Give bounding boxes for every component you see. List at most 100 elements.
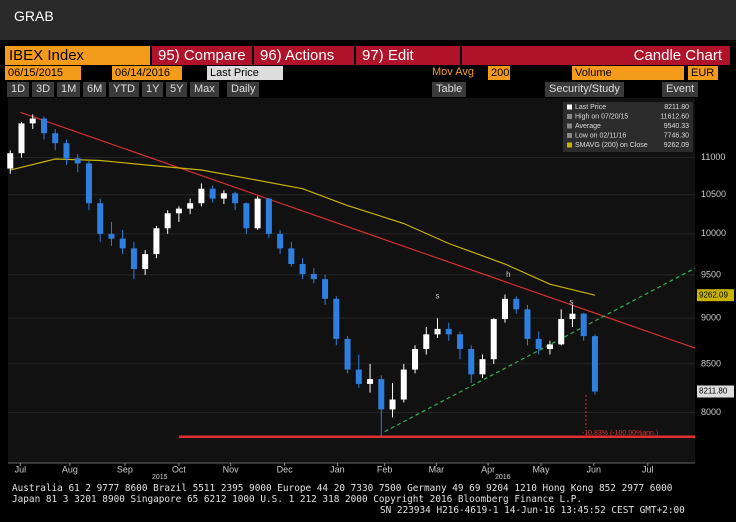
candle-body bbox=[479, 359, 486, 375]
footer-line: Japan 81 3 3201 8900 Singapore 65 6212 1… bbox=[12, 494, 583, 505]
candle-body bbox=[29, 118, 36, 124]
y-tick-label: 9500 bbox=[701, 269, 721, 279]
candle-body bbox=[591, 336, 598, 392]
period-button[interactable]: YTD bbox=[109, 82, 139, 97]
candle-body bbox=[445, 328, 452, 335]
footer-line: SN 223934 H216-4619-1 14-Jun-16 13:45:52… bbox=[380, 505, 685, 516]
event-button[interactable]: Event bbox=[662, 82, 699, 97]
candle-body bbox=[40, 118, 47, 134]
legend-label: SMAVG (200) on Close bbox=[575, 142, 648, 149]
field-select[interactable]: Last Price bbox=[207, 66, 283, 80]
candle-body bbox=[85, 163, 92, 204]
candle-body bbox=[367, 379, 374, 384]
candle-body bbox=[355, 369, 362, 384]
candle-body bbox=[142, 254, 149, 270]
candle-body bbox=[378, 379, 385, 410]
period-button[interactable]: Max bbox=[190, 82, 219, 97]
legend-value: 9262.09 bbox=[664, 142, 689, 149]
legend-box bbox=[563, 102, 693, 152]
period-button[interactable]: 6M bbox=[83, 82, 107, 97]
candle-body bbox=[299, 264, 306, 275]
compare-button[interactable]: 95) Compare bbox=[152, 46, 252, 65]
x-tick-label: Jul bbox=[15, 464, 27, 474]
x-tick-label: Sep bbox=[117, 464, 133, 474]
candle-body bbox=[243, 203, 250, 229]
edit-button[interactable]: 97) Edit bbox=[356, 46, 460, 65]
period-button[interactable]: 1D bbox=[7, 82, 30, 97]
currency[interactable]: EUR bbox=[688, 66, 718, 80]
period-button[interactable]: 3D bbox=[32, 82, 55, 97]
window-title: GRAB bbox=[14, 8, 54, 24]
candle-body bbox=[288, 248, 295, 265]
x-tick-label: Nov bbox=[223, 464, 240, 474]
candle-body bbox=[501, 298, 508, 320]
pattern-label: s bbox=[436, 291, 440, 300]
candle-body bbox=[209, 188, 216, 199]
pattern-label: s bbox=[569, 297, 573, 306]
legend-label: High on 07/20/15 bbox=[575, 113, 628, 120]
candle-body bbox=[175, 208, 182, 214]
candle-body bbox=[130, 248, 137, 270]
x-tick-label: Jun bbox=[587, 464, 602, 474]
candle-body bbox=[265, 198, 272, 234]
plot-area bbox=[8, 98, 695, 463]
x-tick-label: Apr bbox=[481, 464, 495, 474]
year-label: 2015 bbox=[152, 474, 168, 481]
x-tick-label: May bbox=[532, 464, 550, 474]
price-tag-label: 9262.09 bbox=[699, 290, 728, 299]
candle-body bbox=[220, 193, 227, 199]
chart-kind[interactable]: Candle Chart bbox=[462, 46, 730, 65]
study-button[interactable]: Security/Study bbox=[545, 82, 624, 97]
actions-button[interactable]: 96) Actions bbox=[254, 46, 354, 65]
candle-body bbox=[412, 348, 419, 370]
candle-body bbox=[344, 338, 351, 370]
candle-body bbox=[7, 153, 14, 169]
candle-body bbox=[569, 313, 576, 320]
candle-body bbox=[524, 309, 531, 339]
candle-body bbox=[277, 233, 284, 249]
legend-label: Low on 02/11/16 bbox=[575, 132, 626, 139]
security-field[interactable]: IBEX Index bbox=[5, 46, 150, 65]
legend-swatch bbox=[567, 133, 572, 138]
x-tick-label: Jan bbox=[330, 464, 345, 474]
legend-value: 7746.30 bbox=[664, 132, 689, 139]
candle-body bbox=[52, 133, 59, 144]
period-button[interactable]: 1Y bbox=[142, 82, 164, 97]
candle-body bbox=[232, 193, 239, 204]
table-button[interactable]: Table bbox=[432, 82, 467, 97]
y-tick-label: 10500 bbox=[701, 189, 726, 199]
study-label: Mov Avg bbox=[432, 66, 474, 78]
y-tick-label: 9000 bbox=[701, 313, 721, 323]
candle-body bbox=[254, 198, 261, 229]
study-period[interactable]: 200 bbox=[488, 66, 510, 80]
candle-body bbox=[18, 123, 25, 154]
start-date[interactable]: 06/15/2015 bbox=[5, 66, 81, 80]
price-tag-label: 8211.80 bbox=[699, 387, 728, 396]
candle-body bbox=[310, 274, 317, 280]
trend-line bbox=[20, 111, 696, 349]
candle-body bbox=[468, 348, 475, 375]
x-tick-label: Feb bbox=[377, 464, 393, 474]
candle-body bbox=[164, 213, 171, 229]
candle-body bbox=[457, 334, 464, 349]
legend-swatch bbox=[567, 104, 572, 110]
x-tick-label: Aug bbox=[62, 464, 78, 474]
end-date[interactable]: 06/14/2016 bbox=[112, 66, 182, 80]
period-button[interactable]: 5Y bbox=[166, 82, 188, 97]
footer-line: Australia 61 2 9777 8600 Brazil 5511 239… bbox=[12, 483, 673, 494]
candle-body bbox=[558, 319, 565, 345]
candle-body bbox=[580, 313, 587, 337]
y-tick-label: 8000 bbox=[701, 407, 721, 417]
legend-value: 9540.33 bbox=[664, 123, 689, 130]
legend-value: 11612.60 bbox=[660, 113, 689, 120]
x-tick-label: Oct bbox=[172, 464, 187, 474]
x-tick-label: Jul bbox=[642, 464, 654, 474]
legend-swatch bbox=[567, 142, 572, 148]
trend-line bbox=[384, 267, 696, 433]
x-tick-label: Mar bbox=[429, 464, 445, 474]
lower-panel[interactable]: Volume bbox=[572, 66, 684, 80]
legend-value: 8211.80 bbox=[664, 104, 689, 111]
period-button[interactable]: 1M bbox=[57, 82, 81, 97]
frequency[interactable]: Daily bbox=[227, 82, 260, 97]
